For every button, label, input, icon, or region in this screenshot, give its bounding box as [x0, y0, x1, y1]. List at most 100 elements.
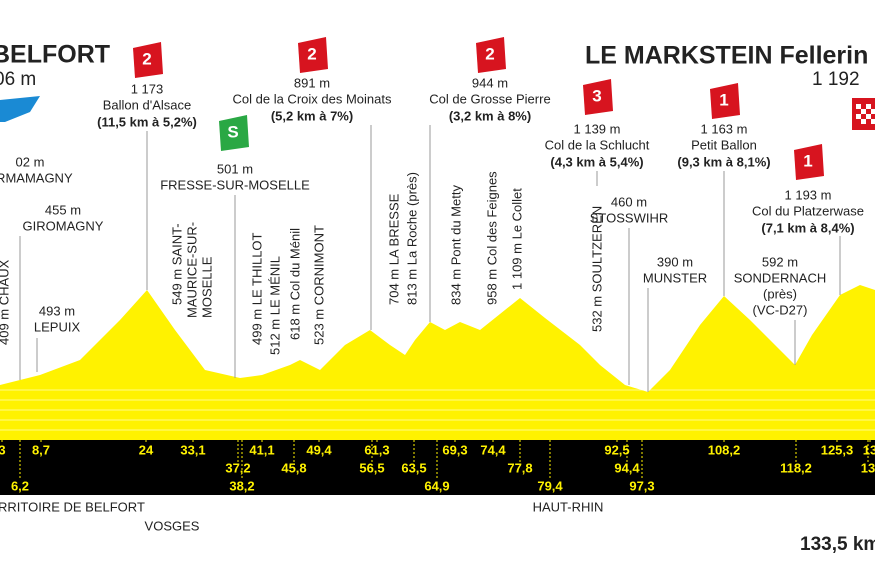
- department: RRITOIRE DE BELFORT: [0, 499, 145, 514]
- waypoint-altitude: 493 m: [39, 303, 75, 318]
- vertical-label: 618 m Col du Ménil: [287, 228, 302, 340]
- start-name: BELFORT: [0, 41, 110, 69]
- vertical-label: 523 m CORNIMONT: [311, 225, 326, 345]
- climb-detail: (7,1 km à 8,4%): [761, 220, 854, 235]
- department: VOSGES: [145, 518, 200, 533]
- waypoint-note: (près): [763, 286, 797, 301]
- waypoint-name: MUNSTER: [643, 270, 707, 285]
- finish-name: LE MARKSTEIN Fellerin: [585, 42, 868, 70]
- climb-name: Ballon d'Alsace: [103, 97, 191, 112]
- vertical-label: 813 m La Roche (près): [404, 172, 419, 305]
- waypoint-altitude: 02 m: [16, 154, 45, 169]
- km-label: 8,7: [32, 442, 50, 457]
- climb-detail: (9,3 km à 8,1%): [677, 154, 770, 169]
- km-label: 33,1: [180, 442, 205, 457]
- vertical-label: 958 m Col des Feignes: [484, 171, 499, 305]
- climb-altitude: 1 173: [131, 81, 164, 96]
- km-label: 56,5: [359, 460, 384, 475]
- waypoint-altitude: 460 m: [611, 194, 647, 209]
- vertical-label: 1 109 m Le Collet: [509, 188, 524, 290]
- profile-stripes: [0, 389, 875, 431]
- finish-flag: [852, 98, 875, 130]
- km-label: 64,9: [424, 478, 449, 493]
- category-number: 2: [307, 44, 316, 63]
- category-number: 2: [485, 44, 494, 63]
- waypoint-altitude: 390 m: [657, 254, 693, 269]
- sprint-altitude: 501 m: [217, 161, 253, 176]
- km-label: 38,2: [229, 478, 254, 493]
- vertical-label: 532 m SOULTZEREN: [589, 206, 604, 332]
- km-label: 63,5: [401, 460, 426, 475]
- km-label: 49,4: [306, 442, 332, 457]
- waypoint-altitude: 455 m: [45, 202, 81, 217]
- climb-detail: (11,5 km à 5,2%): [97, 114, 197, 129]
- category-number: S: [227, 122, 238, 141]
- total-distance: 133,5 km: [800, 534, 875, 555]
- category-number: 3: [592, 86, 601, 105]
- km-label: 45,8: [281, 460, 306, 475]
- km-label: 74,4: [480, 442, 506, 457]
- km-label: 108,2: [708, 442, 741, 457]
- climb-detail: (5,2 km à 7%): [271, 108, 353, 123]
- km-label: 97,3: [629, 478, 654, 493]
- km-label: 61,3: [364, 442, 389, 457]
- climb-detail: (4,3 km à 5,4%): [550, 154, 643, 169]
- vertical-label: MOSELLE: [199, 256, 214, 318]
- category-badge: [476, 37, 506, 73]
- category-number: 2: [142, 49, 151, 68]
- climb-altitude: 891 m: [294, 75, 330, 90]
- category-number: 1: [719, 90, 728, 109]
- department: HAUT-RHIN: [533, 499, 604, 514]
- category-number: 1: [803, 151, 812, 170]
- climb-altitude: 1 139 m: [574, 121, 621, 136]
- km-label: 13: [863, 442, 875, 457]
- finish-altitude: 1 192: [812, 69, 860, 90]
- km-label: 24: [139, 442, 154, 457]
- category-badge: [710, 83, 740, 119]
- sprint-name: FRESSE-SUR-MOSELLE: [160, 177, 310, 192]
- km-label: 41,1: [249, 442, 274, 457]
- climb-altitude: 944 m: [472, 75, 508, 90]
- climb-name: Col du Platzerwase: [752, 203, 864, 218]
- waypoint-name: STOSSWIHR: [590, 210, 669, 225]
- vertical-label: 499 m LE THILLOT: [249, 232, 264, 345]
- category-badge: [219, 115, 249, 151]
- climb-name: Petit Ballon: [691, 137, 757, 152]
- climb-altitude: 1 193 m: [785, 187, 832, 202]
- km-label: 3: [0, 442, 6, 457]
- vertical-label: 549 m SAINT-: [169, 223, 184, 305]
- climb-detail: (3,2 km à 8%): [449, 108, 531, 123]
- waypoint-note: (VC-D27): [753, 302, 808, 317]
- waypoint-altitude: 592 m: [762, 254, 798, 269]
- vertical-label: 834 m Pont du Metty: [448, 185, 463, 305]
- category-badge: [298, 37, 328, 73]
- vertical-label: 409 m CHAUX: [0, 259, 11, 345]
- vertical-label: 512 m LE MÉNIL: [267, 256, 282, 355]
- km-label: 13: [861, 460, 875, 475]
- km-label: 92,5: [604, 442, 629, 457]
- km-label: 94,4: [614, 460, 640, 475]
- km-label: 125,3: [821, 442, 854, 457]
- vertical-label: 704 m LA BRESSE: [386, 193, 401, 305]
- km-label: 79,4: [537, 478, 563, 493]
- waypoint-name: ERMAMAGNY: [0, 170, 73, 185]
- km-label: 37,2: [225, 460, 250, 475]
- marker-lines: [19, 125, 841, 392]
- category-badge: [133, 42, 163, 78]
- km-label: 118,2: [780, 460, 812, 475]
- climb-name: Col de Grosse Pierre: [429, 91, 550, 106]
- waypoint-name: SONDERNACH: [734, 270, 826, 285]
- km-label: 77,8: [507, 460, 532, 475]
- climb-name: Col de la Schlucht: [545, 137, 650, 152]
- category-badge: [794, 144, 824, 180]
- km-label: 69,3: [442, 442, 467, 457]
- climb-name: Col de la Croix des Moinats: [233, 91, 392, 106]
- category-badge: [583, 79, 613, 115]
- elevation-profile: [0, 285, 875, 440]
- climb-altitude: 1 163 m: [701, 121, 748, 136]
- km-label: 6,2: [11, 478, 29, 493]
- start-altitude: 06 m: [0, 69, 36, 90]
- start-icon: [0, 96, 40, 122]
- vertical-label: MAURICE-SUR-: [184, 222, 199, 318]
